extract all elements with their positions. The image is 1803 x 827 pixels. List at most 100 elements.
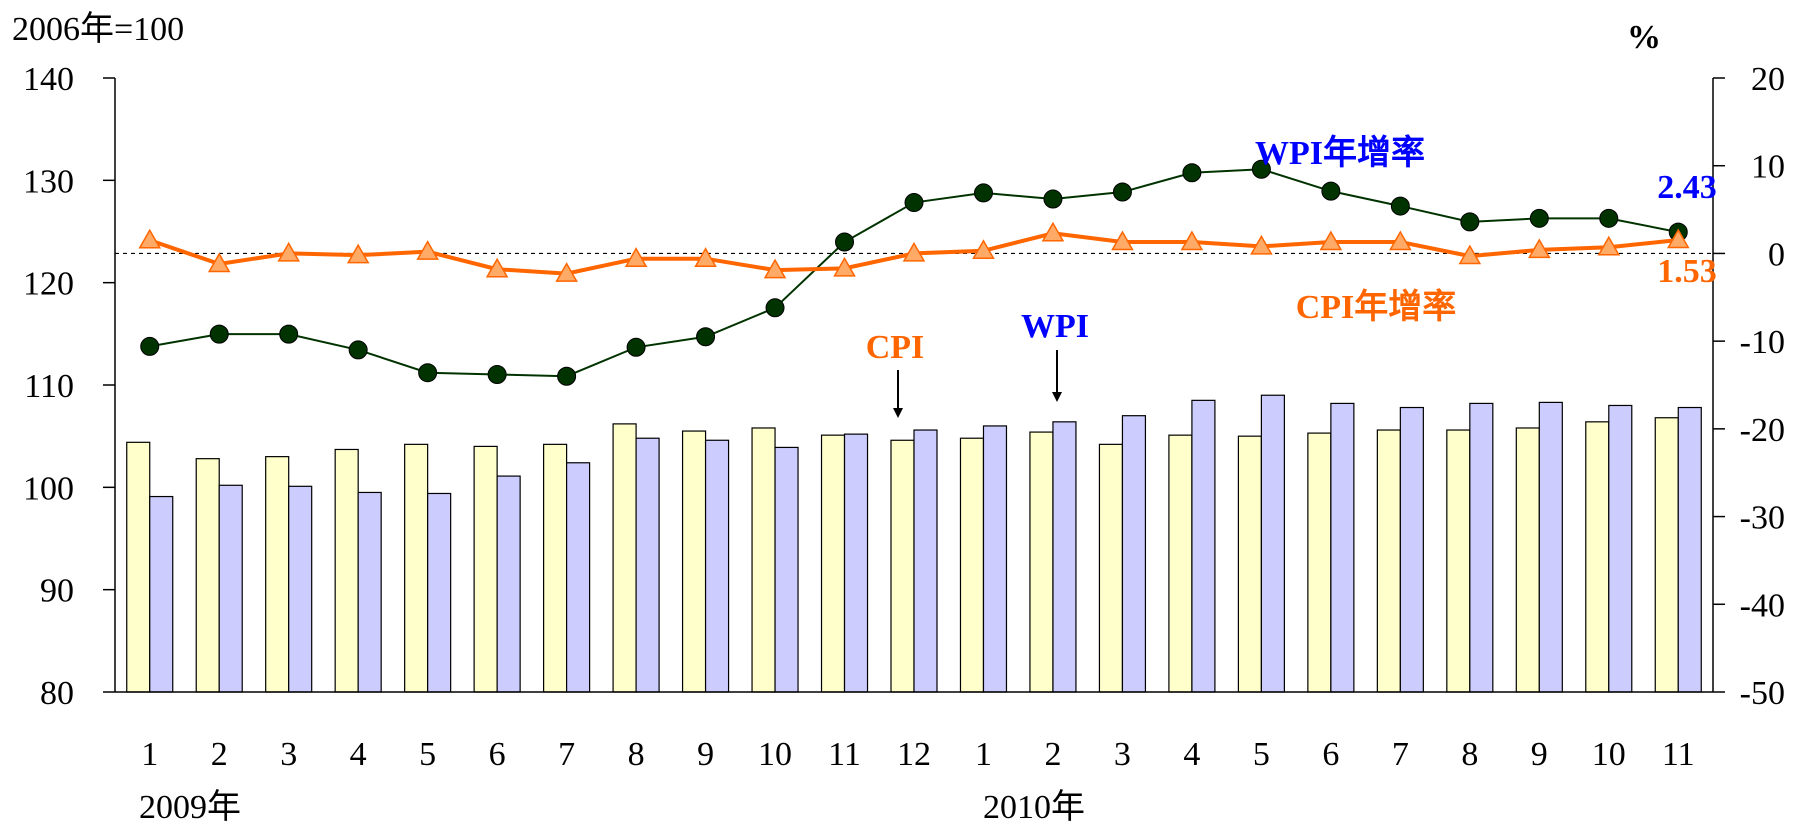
left-tick-label: 80 [40, 675, 74, 712]
wpi-rate-point [140, 336, 160, 356]
wpi-rate-label: WPI年增率 [1255, 134, 1425, 172]
cpi-bar [404, 443, 429, 693]
wpi-bar-label: WPI [1021, 308, 1089, 345]
x-tick-label: 8 [1461, 736, 1478, 773]
wpi-rate-point [418, 363, 438, 383]
wpi-rate-point [1390, 196, 1410, 216]
cpi-bar [820, 434, 846, 693]
x-tick-label: 3 [280, 736, 297, 773]
wpi-bar [149, 495, 174, 693]
wpi-rate-point [1460, 212, 1480, 232]
wpi-rate-point [557, 366, 577, 386]
wpi-rate-point [904, 193, 924, 213]
cpi-bar [1446, 429, 1471, 693]
right-tick-label: 10 [1751, 149, 1785, 186]
wpi-rate-point [348, 340, 368, 360]
x-tick-label: 4 [1183, 736, 1200, 773]
left-tick-label: 100 [23, 470, 74, 507]
x-tick-label: 7 [558, 736, 575, 773]
axes-layer: 140130120110100908020100-10-20-30-40-501… [12, 10, 1785, 826]
cpi-bar [473, 445, 498, 693]
wpi-bar [1469, 402, 1494, 693]
cpi-bar [195, 458, 220, 693]
x-tick-label: 9 [1531, 736, 1548, 773]
cpi-bar [1307, 432, 1332, 693]
cpi-bar [265, 456, 290, 693]
wpi-rate-last-value: 2.43 [1657, 169, 1717, 206]
wpi-rate-point [973, 183, 993, 203]
x-tick-label: 6 [489, 736, 506, 773]
wpi-bar [982, 425, 1008, 693]
wpi-bar [913, 429, 938, 693]
cpi-bar [543, 443, 568, 693]
cpi-rate-point [485, 257, 509, 278]
cpi-rate-point [1180, 230, 1204, 251]
year-label-2010: 2010年 [983, 788, 1085, 826]
cpi-bar [1237, 435, 1262, 693]
cpi-rate-point [763, 258, 787, 279]
year-label-2009: 2009年 [139, 788, 241, 826]
right-tick-label: -30 [1740, 500, 1785, 537]
wpi-bar [1330, 402, 1355, 693]
cpi-rate-point [694, 247, 717, 267]
right-tick-label: -20 [1740, 412, 1785, 449]
labels-layer: 2.43 1.53 WPI年增率 CPI年增率 CPI WPI [866, 134, 1717, 418]
cpi-rate-point [1528, 238, 1551, 259]
cpi-arrow [893, 370, 903, 418]
left-axis-title: 2006年=100 [12, 10, 184, 48]
bars-layer [126, 394, 1702, 693]
x-tick-label: 11 [828, 736, 861, 773]
wpi-rate-point [765, 298, 785, 318]
cpi-bar [681, 430, 707, 693]
cpi-rate-point [1597, 235, 1621, 256]
wpi-bar [218, 484, 243, 693]
cpi-rate-point [624, 247, 648, 267]
cpi-bar-label: CPI [866, 329, 925, 366]
cpi-rate-point [833, 256, 856, 277]
cpi-bar [1654, 417, 1679, 693]
cpi-bar [890, 439, 915, 693]
wpi-rate-point [1321, 181, 1341, 201]
cpi-bar [334, 448, 359, 693]
wpi-rate-point [487, 364, 507, 384]
cpi-rate-point [1389, 230, 1412, 251]
wpi-rate-point [1112, 182, 1132, 202]
wpi-bar [1608, 404, 1633, 693]
cpi-bar [1168, 434, 1193, 693]
x-tick-label: 10 [758, 736, 792, 773]
left-tick-label: 110 [24, 368, 74, 405]
x-tick-label: 4 [350, 736, 367, 773]
left-tick-label: 120 [23, 266, 74, 303]
wpi-rate-point [696, 327, 716, 347]
cpi-bar [1585, 421, 1610, 693]
cpi-rate-point [1458, 244, 1482, 265]
wpi-rate-point [1599, 208, 1619, 228]
wpi-bar [1052, 421, 1077, 693]
cpi-bar [1515, 427, 1540, 693]
wpi-bar [357, 491, 382, 693]
wpi-bar [704, 439, 730, 693]
cpi-rate-point [1666, 228, 1690, 249]
wpi-rate-point [1251, 159, 1271, 179]
wpi-rate-point [279, 324, 299, 344]
lines-layer [138, 159, 1690, 386]
wpi-rate-point [1043, 189, 1063, 209]
cpi-rate-point [1111, 230, 1134, 251]
wpi-bar [427, 492, 452, 693]
cpi-bar [959, 437, 985, 693]
x-tick-label: 1 [975, 736, 992, 773]
wpi-rate-point [209, 324, 229, 344]
wpi-rate-point [1529, 208, 1549, 228]
right-tick-label: -40 [1740, 587, 1785, 624]
cpi-rate-point [902, 241, 926, 262]
cpi-bar [126, 441, 151, 693]
x-tick-label: 3 [1114, 736, 1131, 773]
wpi-bar [1399, 406, 1424, 693]
x-tick-label: 5 [419, 736, 436, 773]
cpi-bar [751, 427, 776, 693]
wpi-bar [1260, 394, 1285, 693]
right-tick-label: -10 [1740, 324, 1785, 361]
wpi-bar [288, 485, 313, 693]
